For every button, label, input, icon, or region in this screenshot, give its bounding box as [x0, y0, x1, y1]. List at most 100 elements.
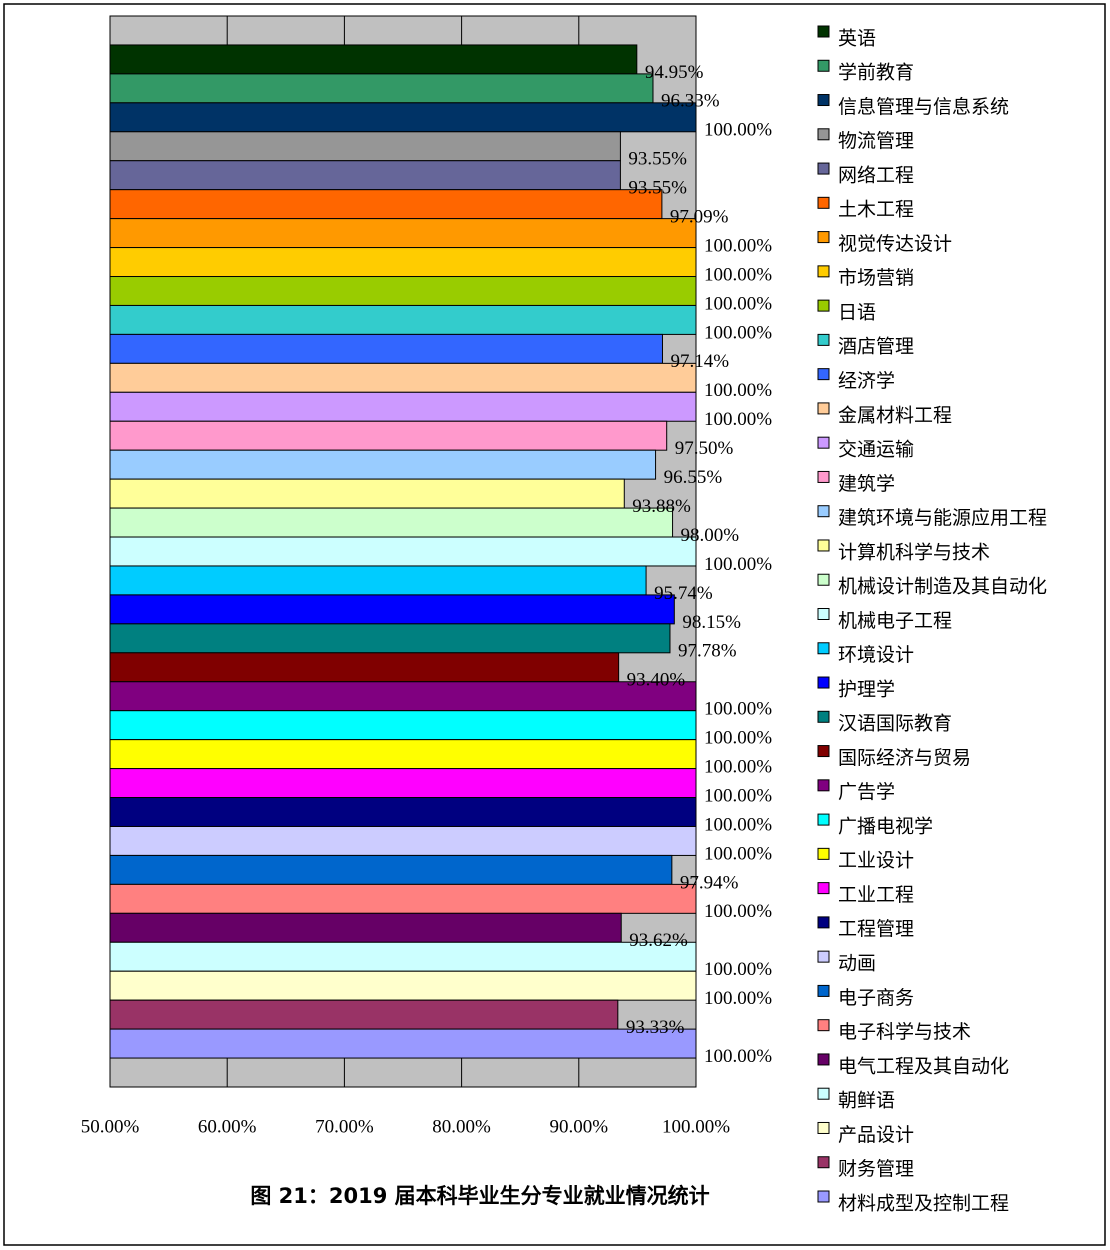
x-tick-label: 90.00% [550, 1116, 609, 1137]
value-label: 98.15% [682, 612, 741, 633]
legend-label: 英语 [838, 27, 876, 49]
value-label: 100.00% [704, 843, 772, 864]
value-label: 100.00% [704, 756, 772, 777]
value-label: 100.00% [704, 554, 772, 575]
legend-swatch [817, 950, 830, 963]
legend-swatch [817, 368, 830, 381]
value-label: 97.78% [678, 641, 737, 662]
legend-label: 环境设计 [838, 644, 914, 666]
value-label: 100.00% [704, 959, 772, 980]
legend-swatch [817, 984, 830, 997]
bar [109, 218, 697, 249]
legend-swatch [817, 642, 830, 655]
value-label: 96.33% [661, 91, 720, 112]
legend-label: 机械电子工程 [838, 610, 952, 632]
bar [109, 941, 697, 972]
legend-label: 国际经济与贸易 [838, 747, 971, 769]
value-label: 93.55% [628, 149, 687, 170]
legend-label: 市场营销 [838, 267, 914, 289]
value-label: 97.09% [670, 207, 729, 228]
legend-label: 酒店管理 [838, 336, 914, 358]
legend-swatch [817, 745, 830, 758]
legend-label: 产品设计 [838, 1124, 914, 1146]
bar [109, 1028, 697, 1059]
legend-swatch [817, 882, 830, 895]
value-label: 100.00% [704, 699, 772, 720]
bar [109, 565, 647, 596]
value-label: 95.74% [654, 583, 713, 604]
bar [109, 825, 697, 856]
legend-swatch [817, 573, 830, 586]
x-tick-label: 70.00% [315, 1116, 374, 1137]
bar [109, 478, 625, 509]
legend-label: 广播电视学 [838, 815, 933, 837]
legend-swatch [817, 1087, 830, 1100]
value-label: 93.33% [626, 1017, 685, 1038]
legend-label: 机械设计制造及其自动化 [838, 576, 1047, 598]
legend-label: 计算机科学与技术 [838, 541, 990, 563]
bar [109, 536, 697, 567]
bar [109, 247, 697, 278]
legend-swatch [817, 94, 830, 107]
x-tick-label: 60.00% [198, 1116, 257, 1137]
frame [3, 3, 1106, 1246]
x-tick-label: 80.00% [432, 1116, 491, 1137]
bar [109, 768, 697, 799]
legend-swatch [817, 299, 830, 312]
legend-label: 工业设计 [838, 850, 914, 872]
value-label: 100.00% [704, 785, 772, 806]
value-label: 100.00% [704, 409, 772, 430]
value-label: 100.00% [704, 988, 772, 1009]
x-tick-label: 100.00% [662, 1116, 730, 1137]
legend-swatch [817, 710, 830, 723]
value-label: 98.00% [681, 525, 740, 546]
legend-label: 电气工程及其自动化 [838, 1055, 1009, 1077]
bar [109, 420, 668, 451]
value-label: 93.55% [628, 178, 687, 199]
legend-label: 朝鲜语 [838, 1090, 895, 1112]
legend-label: 建筑学 [838, 473, 895, 495]
bar [109, 912, 622, 943]
value-label: 96.55% [664, 467, 723, 488]
legend-swatch [817, 470, 830, 483]
legend-swatch [817, 436, 830, 449]
bar [109, 507, 674, 538]
legend-swatch [817, 1053, 830, 1066]
legend-label: 经济学 [838, 370, 895, 392]
legend-swatch [817, 916, 830, 929]
legend-swatch [817, 676, 830, 689]
legend-label: 视觉传达设计 [838, 233, 952, 255]
legend-swatch [817, 231, 830, 244]
legend-swatch [817, 847, 830, 860]
value-label: 100.00% [704, 728, 772, 749]
legend-label: 交通运输 [838, 439, 914, 461]
legend-swatch [817, 402, 830, 415]
value-label: 100.00% [704, 264, 772, 285]
legend-label: 物流管理 [838, 130, 914, 152]
legend-label: 网络工程 [838, 164, 914, 186]
legend-swatch [817, 59, 830, 72]
bar [109, 739, 697, 770]
bar [109, 333, 663, 364]
bar [109, 131, 621, 162]
bar [109, 970, 697, 1001]
value-label: 100.00% [704, 380, 772, 401]
legend-label: 汉语国际教育 [838, 713, 952, 735]
bar [109, 102, 697, 133]
legend-swatch [817, 1121, 830, 1134]
legend-label: 学前教育 [838, 62, 914, 84]
bar [109, 594, 675, 625]
legend-swatch [817, 1019, 830, 1032]
legend-swatch [817, 505, 830, 518]
x-tick-label: 50.00% [81, 1116, 140, 1137]
bar [109, 623, 671, 654]
legend-swatch [817, 333, 830, 346]
legend-label: 信息管理与信息系统 [838, 96, 1009, 118]
bar [109, 449, 657, 480]
legend-label: 工程管理 [838, 918, 914, 940]
legend-swatch [817, 25, 830, 38]
bar [109, 999, 619, 1030]
value-label: 93.88% [632, 496, 691, 517]
value-label: 100.00% [704, 293, 772, 314]
